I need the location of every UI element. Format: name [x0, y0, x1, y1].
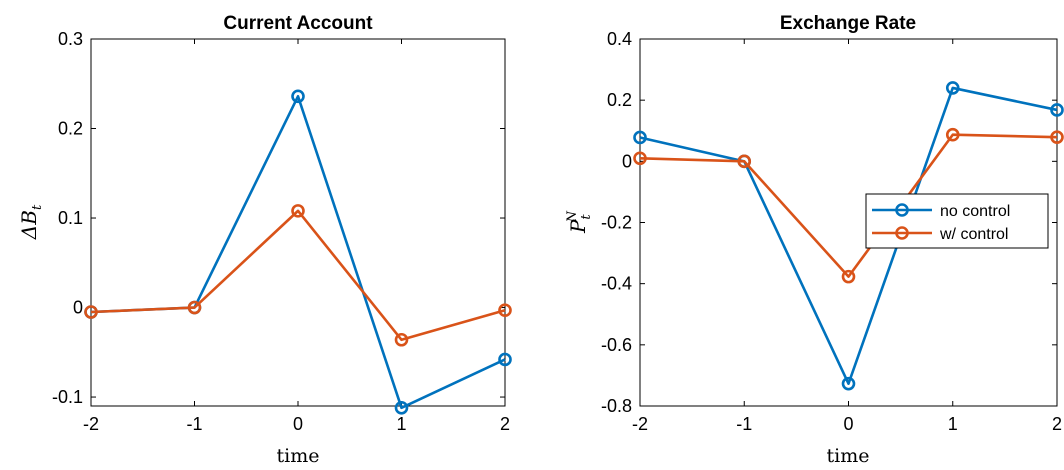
x-tick-label: 2 — [1052, 414, 1062, 434]
x-axis-label: time — [277, 445, 320, 467]
x-tick-label: -1 — [186, 414, 202, 434]
x-axis-label: time — [827, 445, 870, 467]
y-tick-label: -0.8 — [601, 396, 632, 416]
data-point-w-control — [291, 204, 305, 218]
data-point-no-control — [945, 81, 960, 95]
y-tick-label: -0.2 — [601, 213, 632, 233]
legend-marker-w-control — [895, 226, 909, 240]
x-tick-label: 0 — [843, 414, 853, 434]
y-ticks: -0.8 -0.6 -0.4 -0.2 0 0.2 0.4 — [601, 29, 1057, 416]
data-point-w-control — [394, 332, 409, 347]
x-tick-label: 1 — [396, 414, 406, 434]
x-tick-label: 0 — [293, 414, 303, 434]
y-tick-label: 0.2 — [607, 90, 632, 110]
data-point-no-control — [394, 400, 409, 415]
panel-exchange-rate: Exchange Rate -0.8 -0.6 -0.4 -0.2 0 0.2 0.4 -2… — [565, 13, 1064, 467]
y-tick-label: -0.6 — [601, 335, 632, 355]
series-line-no-control — [639, 86, 1058, 385]
legend-label-w-control: w/ control — [939, 226, 1008, 243]
y-axis-label-main: P — [566, 219, 590, 234]
series-line-w-control — [90, 209, 506, 342]
y-tick-label: -0.1 — [52, 387, 83, 407]
x-tick-label: -2 — [632, 414, 648, 434]
legend: no control w/ control — [865, 193, 1049, 249]
data-point-w-control — [498, 303, 512, 318]
legend-box — [865, 193, 1049, 249]
chart-title: Current Account — [223, 13, 373, 34]
data-point-w-control — [187, 300, 202, 315]
y-tick-label: -0.4 — [601, 274, 632, 294]
x-tick-label: 1 — [948, 414, 958, 434]
x-ticks: -2 -1 0 1 2 — [632, 39, 1062, 434]
x-ticks: -2 -1 0 1 2 — [83, 39, 510, 434]
y-axis-label-sub: t — [579, 214, 594, 220]
x-tick-label: -1 — [736, 414, 752, 434]
y-axis-label: ΔBt — [17, 204, 45, 240]
y-tick-label: 0 — [73, 298, 83, 318]
y-tick-label: 0.4 — [607, 29, 632, 49]
series-layer — [84, 89, 512, 415]
data-point-w-control — [84, 305, 98, 319]
data-point-no-control — [633, 130, 647, 145]
x-tick-label: 2 — [500, 414, 510, 434]
data-point-w-control — [841, 269, 856, 284]
data-point-no-control — [291, 89, 305, 104]
y-tick-label: 0.2 — [58, 119, 83, 139]
y-axis-label-sup: N — [565, 210, 580, 223]
plot-area — [90, 38, 506, 407]
data-point-no-control — [1050, 103, 1064, 117]
series-layer — [633, 81, 1064, 391]
panel-current-account: Current Account -0.1 0 0.1 0.2 0.3 -2 -1 0 1 2 t… — [17, 13, 512, 467]
data-point-w-control — [945, 127, 960, 142]
series-line-w-control — [639, 133, 1058, 278]
legend-marker-no-control — [895, 203, 909, 217]
legend-label-no-control: no control — [940, 203, 1010, 220]
y-ticks: -0.1 0 0.1 0.2 0.3 — [52, 29, 505, 407]
y-axis-label-sub: t — [30, 204, 45, 210]
chart-title: Exchange Rate — [780, 13, 916, 34]
y-tick-label: 0.3 — [58, 29, 83, 49]
data-point-w-control — [737, 154, 752, 169]
data-point-w-control — [1050, 130, 1064, 144]
y-axis-label-main: ΔB — [17, 210, 41, 240]
y-tick-label: 0 — [622, 151, 632, 171]
data-point-no-control — [498, 352, 512, 367]
data-point-w-control — [633, 151, 647, 166]
data-point-no-control — [841, 376, 856, 391]
y-tick-label: 0.1 — [58, 208, 83, 228]
x-tick-label: -2 — [83, 414, 99, 434]
y-axis-label: PtN — [565, 210, 594, 234]
